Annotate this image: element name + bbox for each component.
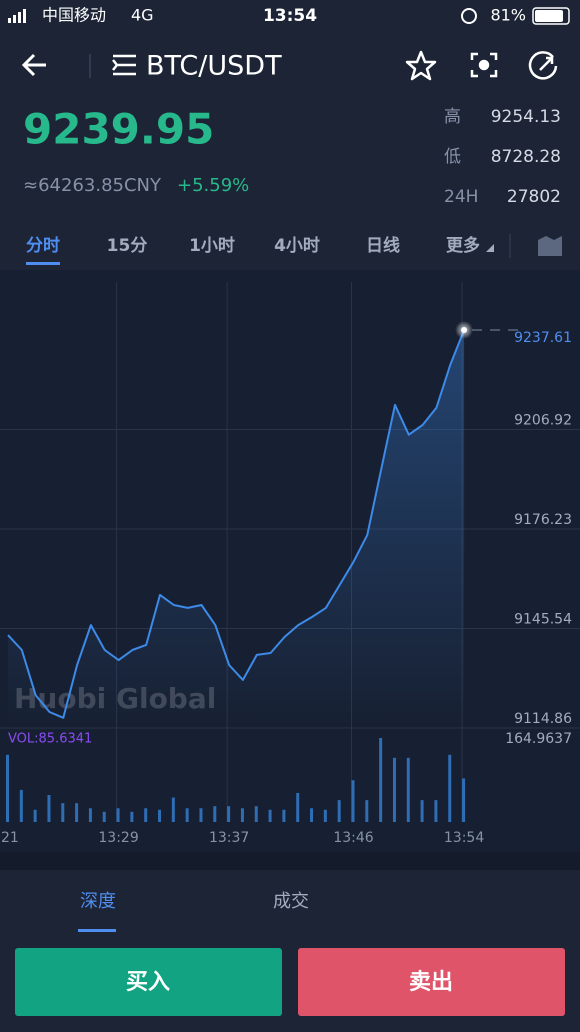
volume-bar [406, 757, 410, 822]
signal [8, 9, 26, 23]
volume-bar [434, 800, 438, 822]
x-tick-label: 21 [1, 830, 19, 846]
volume-bar [310, 808, 314, 822]
volume-bar [185, 808, 189, 822]
volume-bar [337, 800, 341, 822]
buy-button-bg[interactable] [15, 948, 282, 1016]
volume-bar [130, 811, 134, 822]
volume-bar [158, 809, 162, 822]
volume-bar [296, 792, 300, 822]
tab-bar [0, 226, 580, 270]
bottom-tab[interactable]: 深度 [80, 891, 116, 912]
sell-button[interactable]: 卖出 [409, 969, 453, 995]
stat-label: 高 [444, 107, 461, 127]
battery-level: 81% [490, 6, 526, 25]
volume-bar [379, 738, 383, 822]
volume-bar [282, 809, 286, 822]
volume-bar [144, 808, 148, 822]
stat-value: 9254.13 [491, 107, 561, 127]
sell-button-bg[interactable] [298, 948, 565, 1016]
chart-settings-button[interactable] [538, 236, 562, 256]
buy-button[interactable]: 买入 [126, 970, 170, 995]
clock: 13:54 [263, 6, 317, 26]
dropdown-arrow [486, 244, 494, 252]
scan-button[interactable] [470, 52, 498, 78]
volume-bar [75, 803, 79, 822]
volume-bar [254, 806, 258, 822]
change-percent: +5.59% [177, 175, 249, 196]
stat-label: 24H [444, 187, 478, 207]
volume-bar [61, 803, 65, 822]
bottom-tab[interactable]: 成交 [273, 891, 309, 912]
volume-bar [33, 809, 37, 822]
last-price: 9239.95 [23, 105, 214, 154]
y-tick-label: 9237.61 [514, 330, 572, 346]
pair-title[interactable]: BTC/USDT [146, 51, 282, 82]
volume-bar [365, 800, 369, 822]
price-area [8, 330, 465, 728]
stat-value: 8728.28 [491, 147, 561, 167]
y-tick-label: 9114.86 [514, 711, 572, 727]
volume-bar [268, 809, 272, 822]
last-price-dot [461, 326, 468, 333]
lock-icon [461, 8, 477, 24]
x-tick-label: 13:29 [98, 830, 138, 846]
volume-bar [351, 780, 355, 822]
favorite-button[interactable] [405, 50, 437, 81]
volume-bar [171, 797, 175, 822]
volume-bar [392, 757, 396, 822]
volume-bar [227, 806, 231, 822]
period-tab[interactable]: 15分 [107, 236, 148, 256]
back-button[interactable] [21, 53, 46, 77]
separator [0, 852, 580, 870]
volume-bar [323, 809, 327, 822]
period-tab[interactable]: 更多 [446, 235, 480, 256]
period-tab[interactable]: 日线 [366, 235, 400, 256]
volume-bar [448, 754, 452, 822]
refresh-button[interactable] [528, 51, 558, 80]
volume-bar [88, 808, 92, 822]
volume-bar [240, 808, 244, 822]
active-tab-indicator [78, 929, 116, 932]
active-tab-indicator [26, 262, 60, 265]
battery-icon [532, 7, 570, 25]
menu-icon[interactable] [112, 54, 136, 76]
x-tick-label: 13:54 [444, 830, 484, 846]
price-line [7, 329, 466, 719]
carrier: 中国移动 [42, 6, 106, 25]
y-tick-label: 9176.23 [514, 512, 572, 528]
x-tick-label: 13:37 [209, 830, 249, 846]
volume-bar [6, 754, 9, 822]
volume-bar [47, 795, 51, 822]
period-tab[interactable]: 分时 [26, 236, 60, 256]
stat-label: 低 [444, 147, 461, 167]
volume-bar [213, 806, 217, 822]
volume-label: VOL:85.6341 [8, 732, 92, 747]
y-tick-label: 9145.54 [514, 612, 572, 628]
period-tab[interactable]: 1小时 [189, 236, 235, 256]
battery-fill [535, 10, 563, 22]
y-tick-label: 9206.92 [514, 412, 572, 428]
cny-price: ≈64263.85CNY [23, 175, 162, 196]
x-tick-label: 13:46 [333, 830, 373, 846]
volume-bar [19, 789, 23, 822]
chart-area [0, 270, 580, 852]
volume-bar [420, 800, 424, 822]
volume-tick-label: 164.9637 [505, 731, 572, 747]
volume-bar [116, 808, 120, 822]
volume-bar [102, 811, 106, 822]
stat-value: 27802 [507, 187, 561, 207]
period-tab[interactable]: 4小时 [274, 236, 320, 256]
volume-bar [462, 778, 466, 822]
network: 4G [131, 6, 154, 25]
volume-bar [199, 808, 203, 822]
